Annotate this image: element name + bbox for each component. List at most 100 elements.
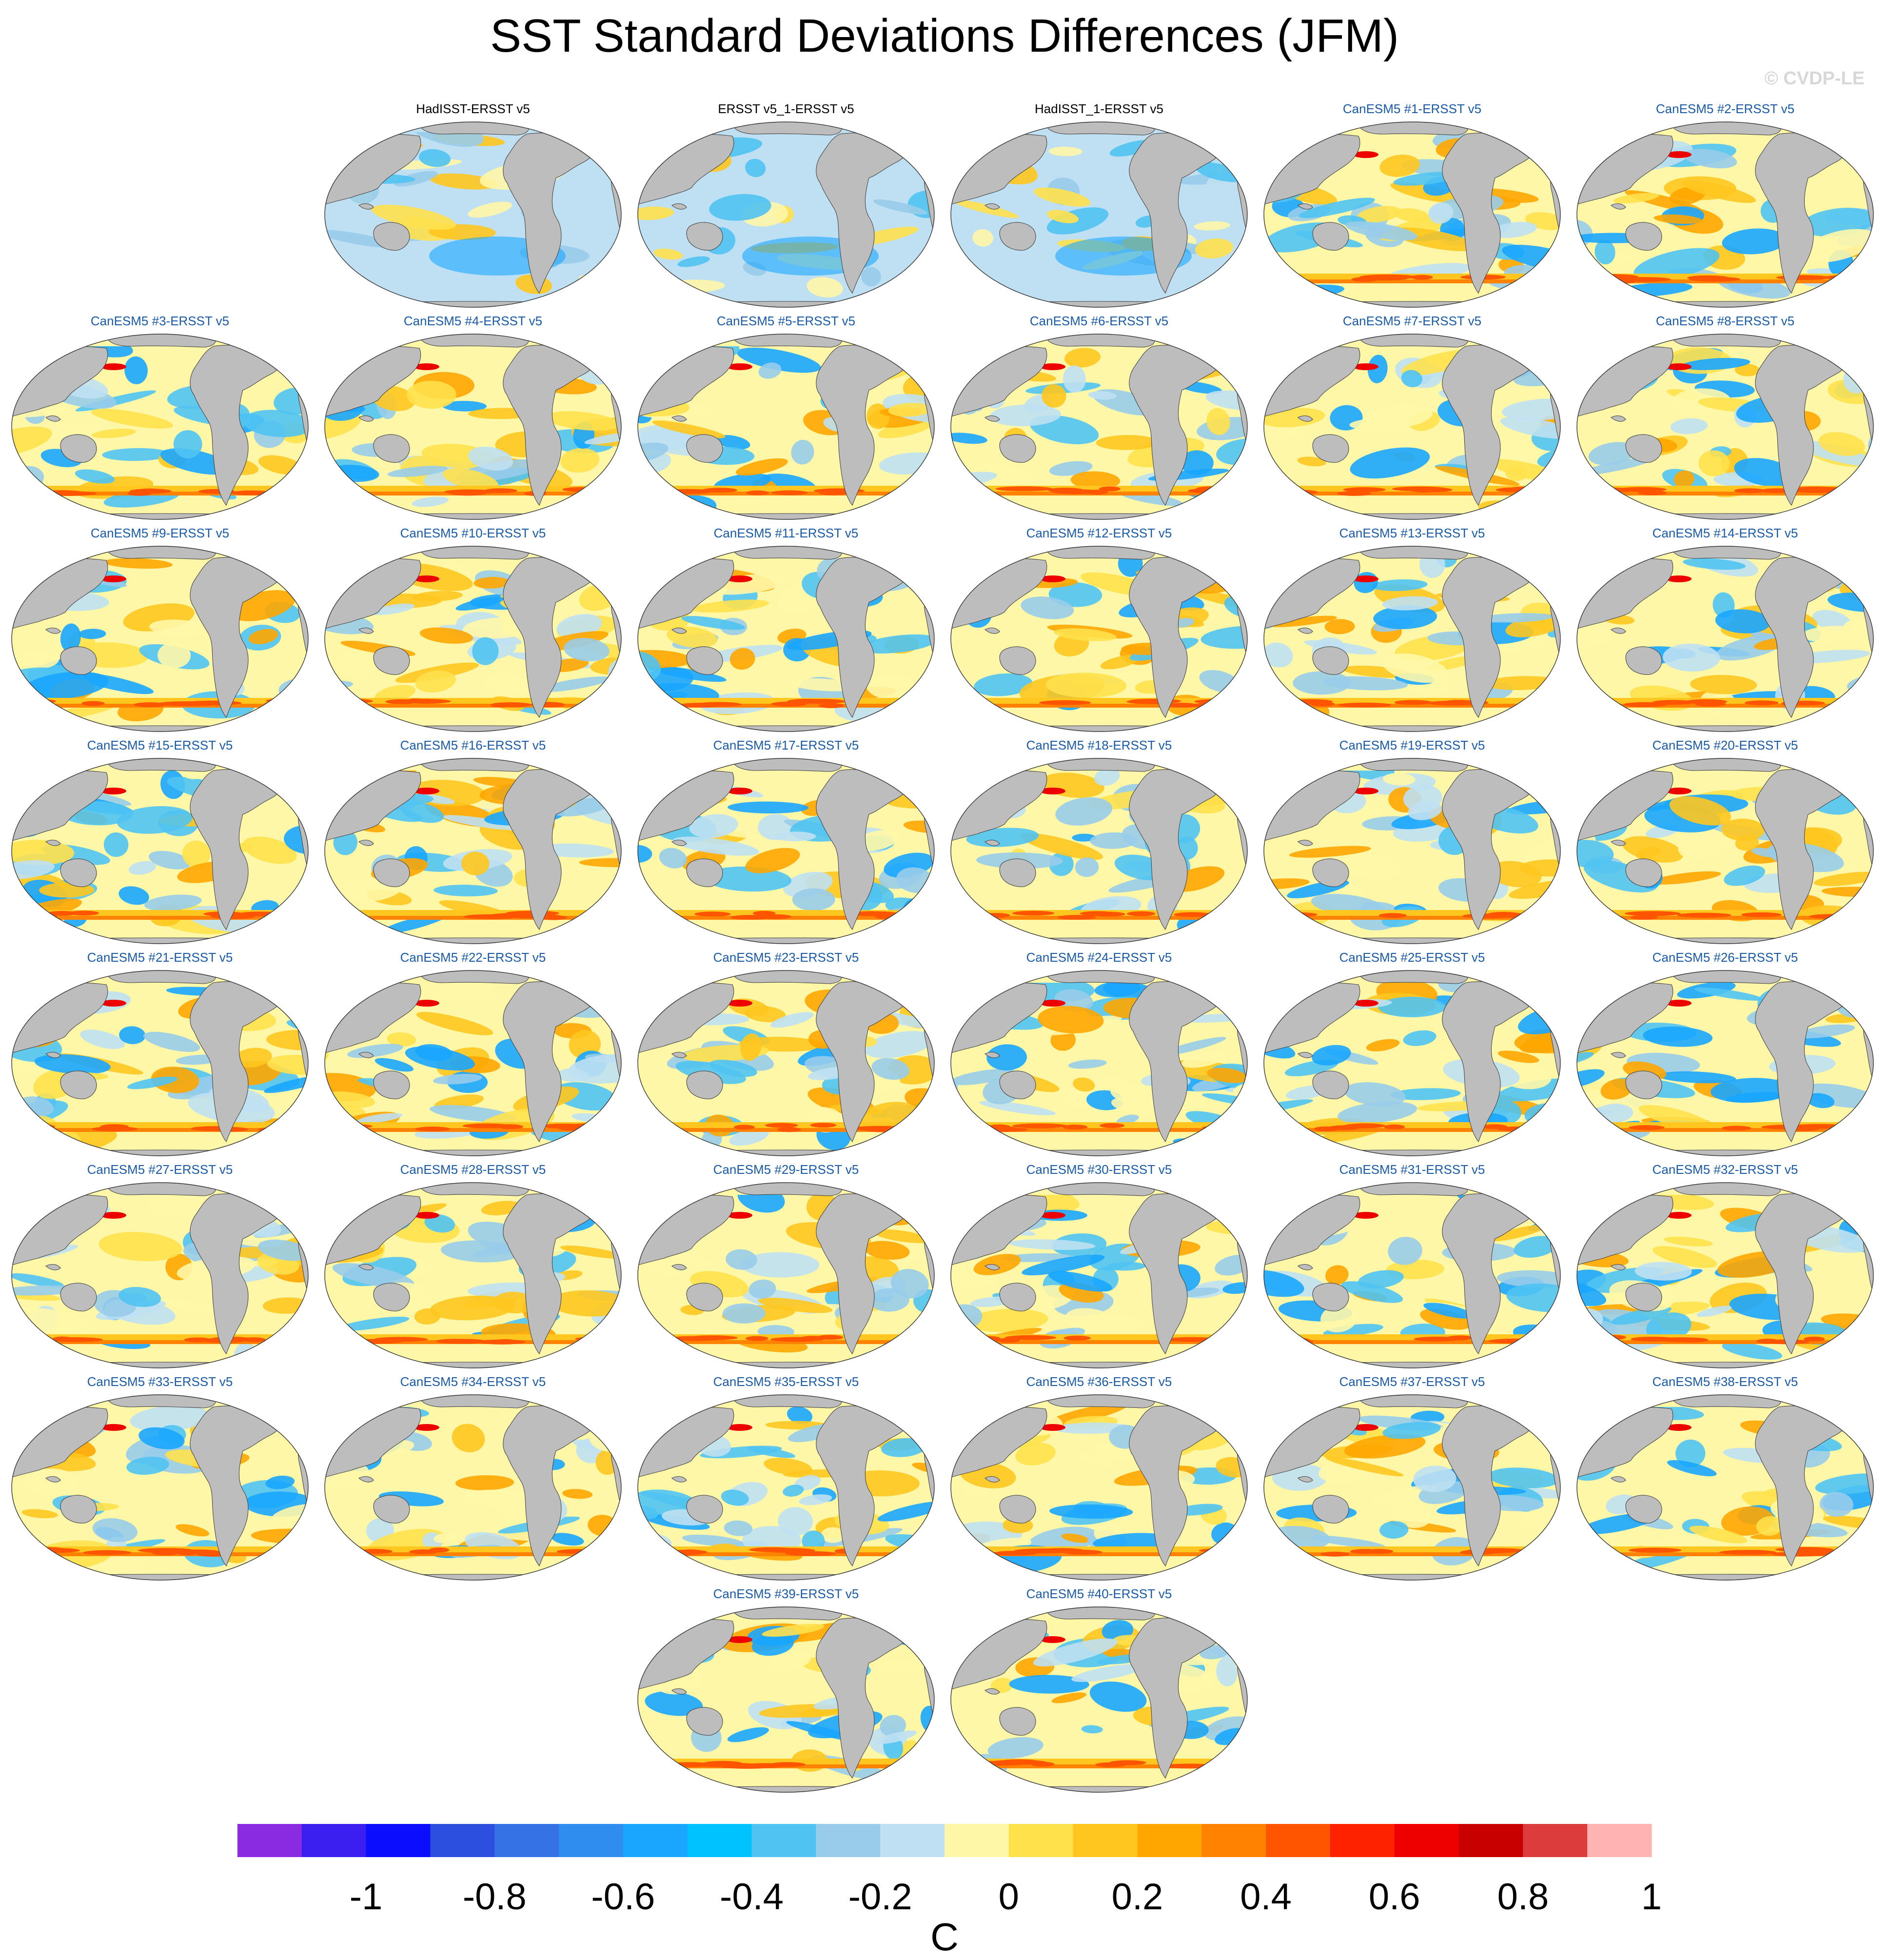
map-panel: CanESM5 #37-ERSST v5 [1261, 1373, 1563, 1583]
map-panel-title: CanESM5 #8-ERSST v5 [1655, 314, 1795, 328]
map-panel-title: CanESM5 #40-ERSST v5 [1026, 1586, 1172, 1601]
map-panel: CanESM5 #16-ERSST v5 [322, 736, 624, 946]
map-panel: CanESM5 #39-ERSST v5 [635, 1585, 937, 1795]
colorbar-tick-label: 0.4 [1240, 1876, 1292, 1918]
colorbar-tick-label: -0.8 [462, 1876, 527, 1918]
map-panel-title: CanESM5 #17-ERSST v5 [713, 738, 859, 752]
map-panel-title: CanESM5 #27-ERSST v5 [87, 1162, 233, 1177]
global-sst-difference-map [637, 121, 935, 308]
map-panel-title: CanESM5 #7-ERSST v5 [1342, 314, 1482, 328]
global-sst-difference-map [637, 1394, 935, 1581]
global-sst-difference-map [11, 546, 309, 732]
global-sst-difference-map [1576, 970, 1874, 1156]
map-panel-title: ERSST v5_1-ERSST v5 [718, 101, 854, 116]
map-panel-title: CanESM5 #22-ERSST v5 [400, 950, 546, 965]
map-panel-title: CanESM5 #36-ERSST v5 [1026, 1374, 1172, 1389]
colorbar-swatch [301, 1824, 367, 1857]
map-panel-title: CanESM5 #28-ERSST v5 [400, 1162, 546, 1177]
map-panel-title: CanESM5 #13-ERSST v5 [1339, 526, 1485, 540]
colorbar-tick-label: -0.6 [591, 1876, 655, 1918]
map-panel-title: HadISST_1-ERSST v5 [1035, 101, 1163, 116]
colorbar-swatch [944, 1824, 1009, 1857]
map-panel-title: CanESM5 #15-ERSST v5 [87, 738, 233, 752]
map-panel: CanESM5 #34-ERSST v5 [322, 1373, 624, 1583]
map-panel: CanESM5 #35-ERSST v5 [635, 1373, 937, 1583]
global-sst-difference-map [324, 1394, 622, 1581]
colorbar-swatch [623, 1824, 688, 1857]
global-sst-difference-map [11, 334, 309, 520]
global-sst-difference-map [1576, 1394, 1874, 1581]
global-sst-difference-map [11, 758, 309, 944]
global-sst-difference-map [637, 334, 935, 520]
map-panel: CanESM5 #32-ERSST v5 [1574, 1161, 1876, 1370]
map-panel: CanESM5 #26-ERSST v5 [1574, 949, 1876, 1158]
map-panel: CanESM5 #10-ERSST v5 [322, 524, 624, 734]
global-sst-difference-map [324, 546, 622, 732]
global-sst-difference-map [324, 970, 622, 1156]
map-panel: CanESM5 #8-ERSST v5 [1574, 312, 1876, 522]
global-sst-difference-map [950, 121, 1248, 308]
map-panel-title: CanESM5 #19-ERSST v5 [1339, 738, 1485, 752]
global-sst-difference-map [950, 1606, 1248, 1793]
map-panel: CanESM5 #23-ERSST v5 [635, 949, 937, 1158]
map-panel: CanESM5 #2-ERSST v5 [1574, 100, 1876, 310]
map-panel: CanESM5 #18-ERSST v5 [948, 736, 1250, 946]
colorbar-tick-label: 0 [998, 1876, 1019, 1918]
colorbar-swatch [1008, 1824, 1074, 1857]
map-panel-title: CanESM5 #1-ERSST v5 [1342, 101, 1482, 116]
map-panel-title: CanESM5 #31-ERSST v5 [1339, 1162, 1485, 1177]
colorbar-swatch [1458, 1824, 1523, 1857]
map-panel-title: CanESM5 #14-ERSST v5 [1652, 526, 1798, 540]
map-panel: CanESM5 #7-ERSST v5 [1261, 312, 1563, 522]
map-panel: CanESM5 #19-ERSST v5 [1261, 736, 1563, 946]
map-panel: CanESM5 #5-ERSST v5 [635, 312, 937, 522]
map-panel-title: CanESM5 #29-ERSST v5 [713, 1162, 859, 1177]
colorbar-tick-label: 0.6 [1368, 1876, 1420, 1918]
colorbar-swatch [687, 1824, 752, 1857]
global-sst-difference-map [637, 1606, 935, 1793]
map-panel-title: CanESM5 #3-ERSST v5 [90, 314, 230, 328]
colorbar-swatch [1137, 1824, 1202, 1857]
colorbar-tick-label: -0.2 [848, 1876, 912, 1918]
map-panel: CanESM5 #1-ERSST v5 [1261, 100, 1563, 310]
map-panel: CanESM5 #3-ERSST v5 [9, 312, 311, 522]
map-panel: CanESM5 #11-ERSST v5 [635, 524, 937, 734]
colorbar-swatch [751, 1824, 816, 1857]
map-panel-title: CanESM5 #20-ERSST v5 [1652, 738, 1798, 752]
map-panel: CanESM5 #14-ERSST v5 [1574, 524, 1876, 734]
global-sst-difference-map [11, 1182, 309, 1368]
global-sst-difference-map [950, 758, 1248, 944]
map-panel: HadISST_1-ERSST v5 [948, 100, 1250, 310]
map-panel-title: CanESM5 #10-ERSST v5 [400, 526, 546, 540]
map-panel-title: HadISST-ERSST v5 [416, 101, 530, 116]
colorbar-swatch [366, 1824, 431, 1857]
map-panel: CanESM5 #24-ERSST v5 [948, 949, 1250, 1158]
colorbar-swatch [816, 1824, 881, 1857]
map-panel: HadISST-ERSST v5 [322, 100, 624, 310]
colorbar-swatch [494, 1824, 559, 1857]
map-panel-title: CanESM5 #9-ERSST v5 [90, 526, 230, 540]
map-panel-title: CanESM5 #6-ERSST v5 [1029, 314, 1169, 328]
global-sst-difference-map [950, 1182, 1248, 1368]
map-panel-title: CanESM5 #16-ERSST v5 [400, 738, 546, 752]
global-sst-difference-map [950, 334, 1248, 520]
global-sst-difference-map [1263, 546, 1561, 732]
map-panel-title: CanESM5 #4-ERSST v5 [403, 314, 543, 328]
colorbar-tick-label: -1 [349, 1876, 383, 1918]
colorbar-swatch [559, 1824, 624, 1857]
map-panel: CanESM5 #31-ERSST v5 [1261, 1161, 1563, 1370]
map-panel: CanESM5 #4-ERSST v5 [322, 312, 624, 522]
global-sst-difference-map [1576, 758, 1874, 944]
global-sst-difference-map [1263, 121, 1561, 308]
map-panel-title: CanESM5 #26-ERSST v5 [1652, 950, 1798, 965]
colorbar-swatch [1330, 1824, 1395, 1857]
global-sst-difference-map [1263, 1182, 1561, 1368]
map-panel-title: CanESM5 #34-ERSST v5 [400, 1374, 546, 1389]
global-sst-difference-map [324, 334, 622, 520]
map-panel-title: CanESM5 #11-ERSST v5 [713, 526, 859, 540]
map-panel: CanESM5 #15-ERSST v5 [9, 736, 311, 946]
global-sst-difference-map [1263, 334, 1561, 520]
global-sst-difference-map [11, 970, 309, 1156]
map-panel-title: CanESM5 #12-ERSST v5 [1026, 526, 1172, 540]
map-panel: CanESM5 #29-ERSST v5 [635, 1161, 937, 1370]
